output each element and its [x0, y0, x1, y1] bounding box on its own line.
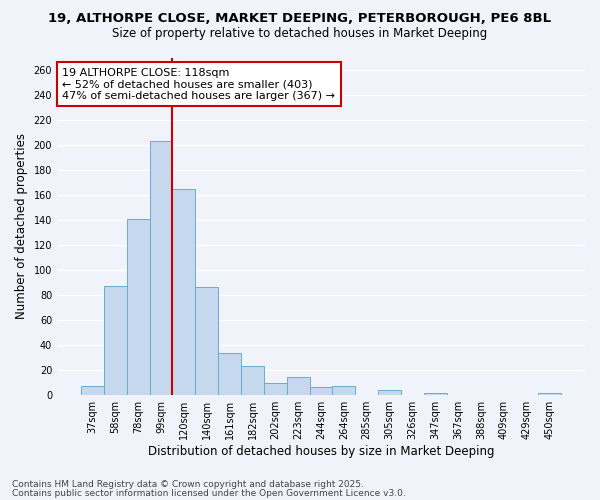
Bar	[172, 188, 196, 394]
Bar	[287, 377, 310, 394]
Y-axis label: Number of detached properties: Number of detached properties	[15, 133, 28, 319]
Text: Contains public sector information licensed under the Open Government Licence v3: Contains public sector information licen…	[12, 488, 406, 498]
Bar	[218, 354, 241, 395]
X-axis label: Distribution of detached houses by size in Market Deeping: Distribution of detached houses by size …	[148, 444, 494, 458]
Text: Contains HM Land Registry data © Crown copyright and database right 2025.: Contains HM Land Registry data © Crown c…	[12, 480, 364, 489]
Text: 19, ALTHORPE CLOSE, MARKET DEEPING, PETERBOROUGH, PE6 8BL: 19, ALTHORPE CLOSE, MARKET DEEPING, PETE…	[49, 12, 551, 26]
Bar	[378, 390, 401, 394]
Text: 19 ALTHORPE CLOSE: 118sqm
← 52% of detached houses are smaller (403)
47% of semi: 19 ALTHORPE CLOSE: 118sqm ← 52% of detac…	[62, 68, 335, 101]
Bar	[264, 384, 287, 394]
Bar	[127, 218, 149, 394]
Bar	[104, 286, 127, 395]
Bar	[149, 141, 172, 395]
Bar	[332, 386, 355, 394]
Bar	[196, 288, 218, 395]
Bar	[310, 387, 332, 394]
Text: Size of property relative to detached houses in Market Deeping: Size of property relative to detached ho…	[112, 28, 488, 40]
Bar	[81, 386, 104, 394]
Bar	[241, 366, 264, 394]
